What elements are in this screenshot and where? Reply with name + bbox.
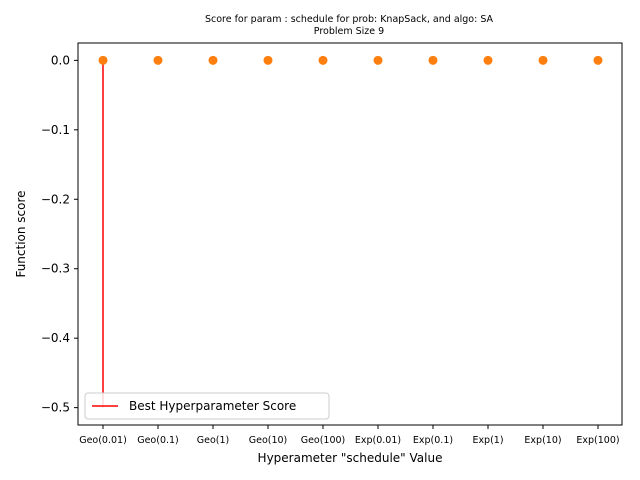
- y-tick-label: −0.1: [41, 123, 70, 137]
- data-point: [538, 55, 548, 65]
- data-point: [153, 55, 163, 65]
- y-tick-label: −0.5: [41, 401, 70, 415]
- data-point: [593, 55, 603, 65]
- y-tick-label: −0.4: [41, 331, 70, 345]
- data-point: [208, 55, 218, 65]
- y-tick-label: −0.2: [41, 192, 70, 206]
- y-tick-label: 0.0: [51, 53, 70, 67]
- x-tick-label: Exp(10): [524, 435, 561, 446]
- data-point: [263, 55, 273, 65]
- x-tick-label: Geo(0.01): [79, 435, 127, 446]
- x-tick-label: Exp(100): [576, 435, 619, 446]
- chart-title: Score for param : schedule for prob: Kna…: [205, 14, 494, 25]
- x-tick-label: Exp(1): [472, 435, 503, 446]
- x-tick-label: Exp(0.01): [355, 435, 401, 446]
- y-tick-label: −0.3: [41, 262, 70, 276]
- x-tick-label: Geo(100): [301, 435, 346, 446]
- x-tick-label: Geo(1): [197, 435, 229, 446]
- data-point: [428, 55, 438, 65]
- data-point: [318, 55, 328, 65]
- chart-subtitle: Problem Size 9: [314, 26, 384, 37]
- data-point: [98, 55, 108, 65]
- y-axis-label: Function score: [14, 190, 28, 277]
- x-axis-label: Hyperameter "schedule" Value: [258, 451, 443, 465]
- legend-label: Best Hyperparameter Score: [129, 399, 296, 413]
- plot-frame: [77, 42, 623, 426]
- x-tick-label: Exp(0.1): [413, 435, 453, 446]
- data-point: [373, 55, 383, 65]
- legend: Best Hyperparameter Score: [84, 392, 330, 420]
- data-point: [483, 55, 493, 65]
- x-tick-label: Geo(10): [249, 435, 288, 446]
- x-tick-label: Geo(0.1): [137, 435, 179, 446]
- legend-box: [84, 392, 330, 420]
